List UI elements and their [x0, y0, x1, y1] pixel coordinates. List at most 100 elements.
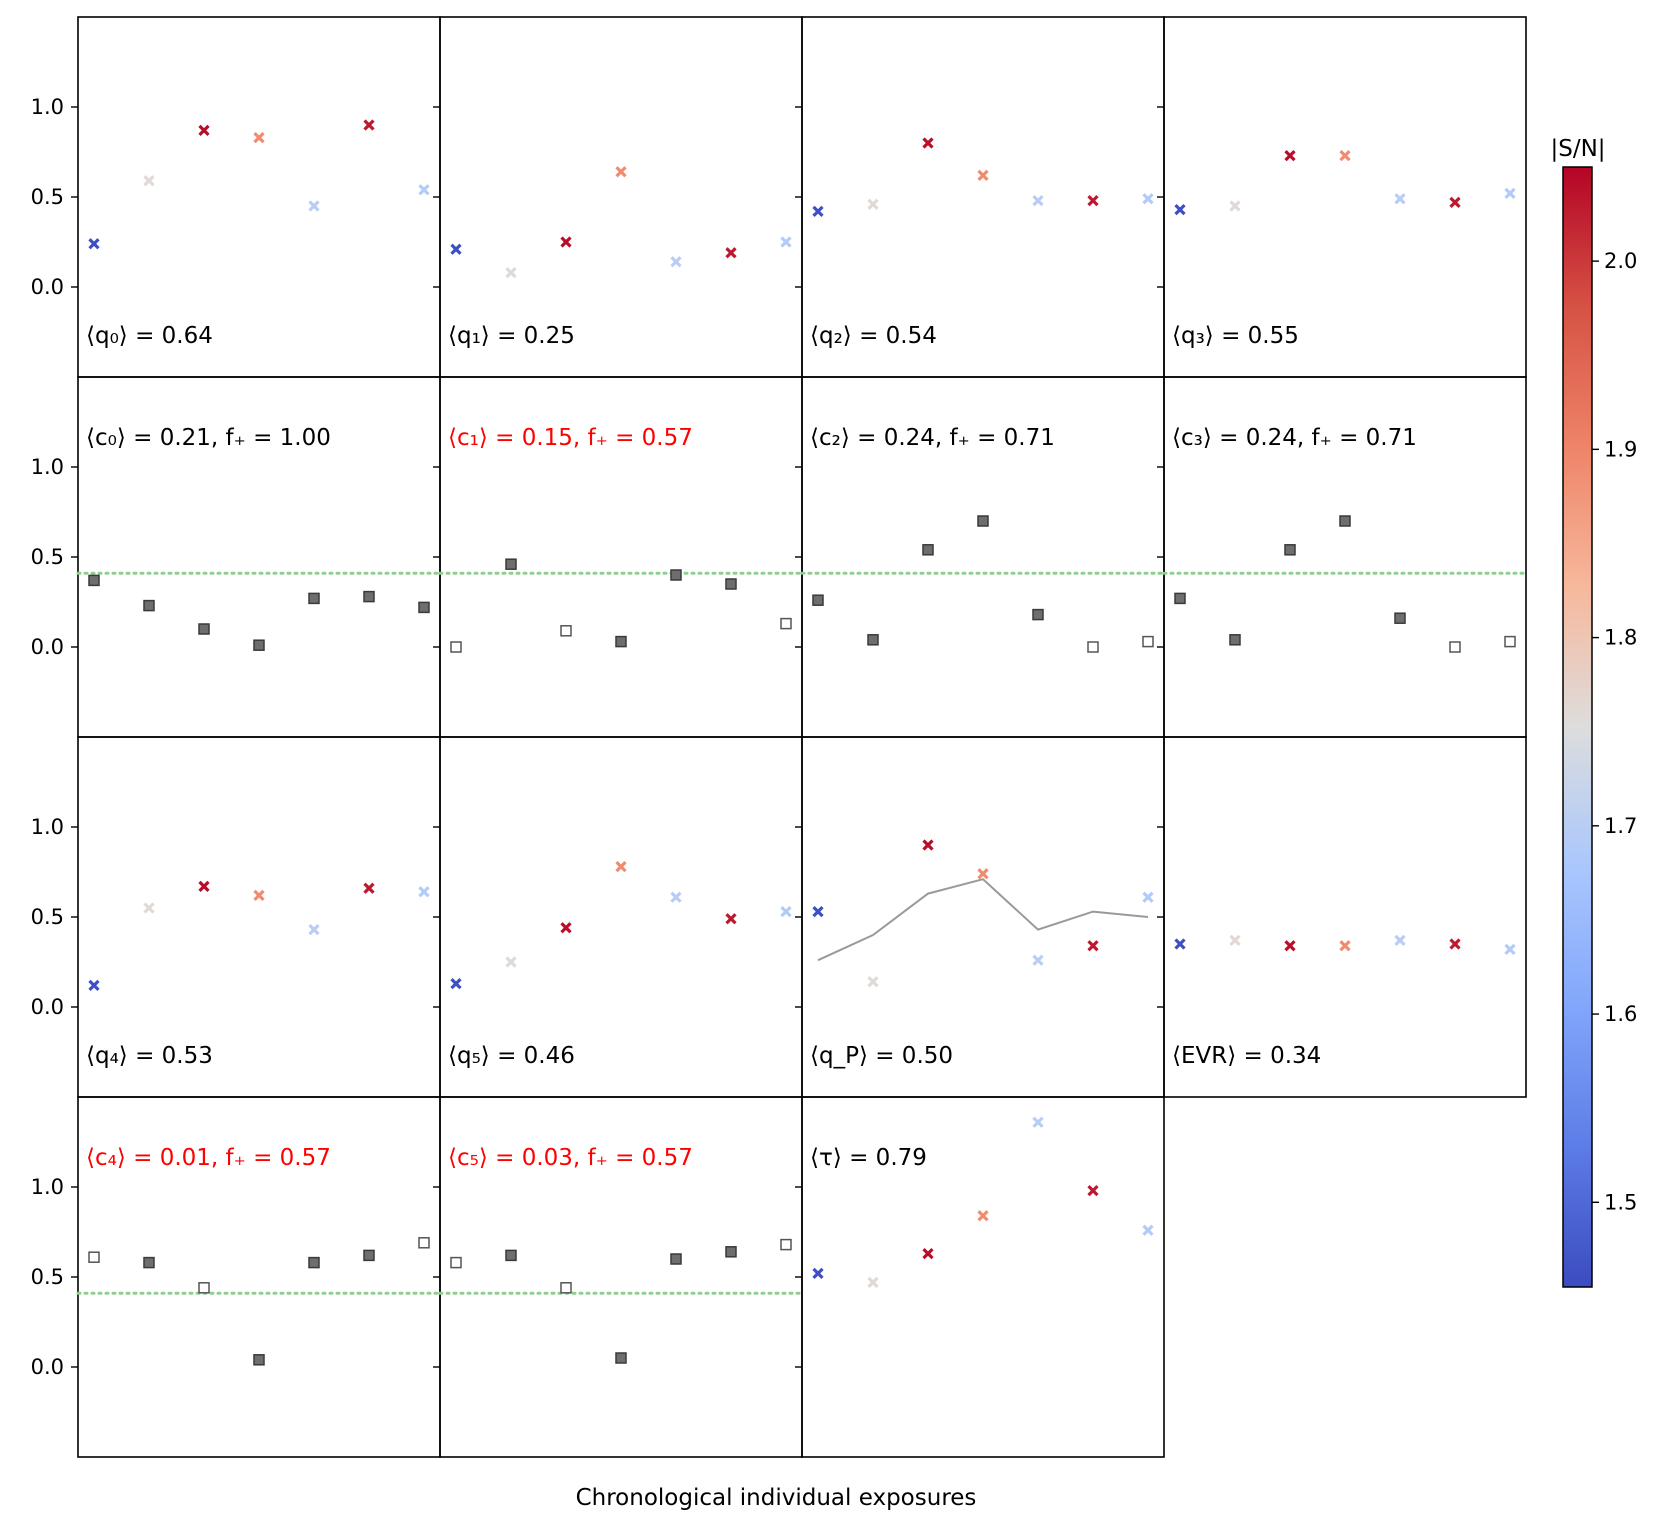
panel-label: ⟨c₁⟩ = 0.15, f₊ = 0.57 — [448, 425, 693, 451]
panel-label: ⟨q₁⟩ = 0.25 — [448, 323, 575, 349]
data-point-cross — [1032, 1116, 1044, 1128]
data-point-cross — [253, 131, 265, 144]
y-tick-label: 0.5 — [31, 545, 64, 569]
data-point-cross — [812, 1267, 824, 1280]
colorbar: |S/N| 1.5 1.6 1.7 1.8 1.9 2.0 — [1550, 136, 1637, 1288]
panel-label: ⟨q_P⟩ = 0.50 — [810, 1043, 953, 1069]
colorbar-tick-label: 1.9 — [1604, 437, 1637, 461]
y-tick-label: 0.5 — [31, 1265, 64, 1289]
data-point-cross — [505, 956, 517, 968]
data-point-square — [780, 617, 792, 630]
data-point-square — [977, 515, 989, 527]
panel-c3: ⟨c₃⟩ = 0.24, f₊ = 0.71 — [1157, 376, 1528, 738]
data-point-square — [922, 544, 934, 556]
colorbar-label: |S/N| — [1550, 136, 1605, 162]
data-point-square — [560, 1282, 572, 1294]
data-point-cross — [1229, 934, 1241, 947]
panel-q3: ⟨q₃⟩ = 0.55 — [1157, 16, 1527, 378]
panel-grid: ⟨q₀⟩ = 0.64 ⟨q₁⟩ = 0.25 ⟨q₂⟩ = 0.54 ⟨q₃⟩ = … — [71, 16, 1528, 1458]
panel-c0: ⟨c₀⟩ = 0.21, f₊ = 1.00 — [71, 376, 442, 738]
x-axis-label: Chronological individual exposures — [576, 1485, 977, 1511]
data-point-cross — [308, 200, 320, 212]
panel-q2: ⟨q₂⟩ = 0.54 — [795, 16, 1165, 378]
data-point-cross — [1174, 938, 1186, 950]
data-point-cross — [1087, 1184, 1099, 1197]
data-point-cross — [615, 166, 627, 178]
data-point-cross — [308, 923, 320, 936]
panel-c5: ⟨c₅⟩ = 0.03, f₊ = 0.57 — [433, 1096, 804, 1458]
data-point-square — [1229, 634, 1241, 646]
y-tick-label: 1.0 — [31, 455, 64, 479]
data-point-cross — [867, 976, 879, 988]
data-point-cross — [725, 913, 737, 925]
data-point-square — [670, 1253, 682, 1265]
panel-label: ⟨q₃⟩ = 0.55 — [1172, 323, 1299, 349]
data-point-cross — [560, 236, 572, 248]
panel-c2: ⟨c₂⟩ = 0.24, f₊ = 0.71 — [795, 376, 1166, 738]
data-point-cross — [363, 882, 375, 894]
data-point-square — [88, 1251, 100, 1263]
data-point-cross — [418, 886, 430, 898]
colorbar-ticks: 1.5 1.6 1.7 1.8 1.9 2.0 — [1592, 249, 1637, 1214]
data-point-square — [1032, 608, 1044, 621]
panel-qP: ⟨q_P⟩ = 0.50 — [795, 736, 1165, 1098]
panel-c1: ⟨c₁⟩ = 0.15, f₊ = 0.57 — [433, 376, 804, 738]
data-point-cross — [1032, 194, 1044, 207]
data-point-cross — [1229, 200, 1241, 212]
data-point-square — [670, 569, 682, 581]
data-point-cross — [780, 236, 792, 248]
panel-label: ⟨c₂⟩ = 0.24, f₊ = 0.71 — [810, 425, 1055, 451]
data-point-cross — [1284, 940, 1296, 952]
data-point-square — [725, 578, 737, 590]
data-point-square — [198, 623, 210, 635]
data-point-square — [780, 1238, 792, 1251]
data-point-cross — [867, 198, 879, 210]
data-point-square — [450, 641, 462, 653]
data-point-square — [253, 639, 265, 651]
panel-q0: ⟨q₀⟩ = 0.64 — [71, 16, 441, 378]
data-point-cross — [143, 902, 155, 914]
data-point-square — [1087, 641, 1099, 653]
data-point-cross — [922, 839, 934, 851]
data-point-cross — [1087, 194, 1099, 207]
data-point-square — [450, 1256, 462, 1269]
data-point-cross — [922, 1247, 934, 1260]
data-point-square — [88, 574, 100, 587]
y-tick-label: 1.0 — [31, 95, 64, 119]
data-point-cross — [450, 243, 462, 255]
data-point-cross — [812, 905, 824, 918]
data-point-cross — [560, 922, 572, 934]
colorbar-gradient — [1562, 166, 1593, 1288]
data-point-square — [1142, 635, 1154, 648]
data-point-cross — [418, 184, 430, 196]
panel-label: ⟨c₄⟩ = 0.01, f₊ = 0.57 — [86, 1145, 331, 1171]
data-point-square — [505, 1249, 517, 1262]
data-point-cross — [1032, 954, 1044, 966]
data-point-cross — [363, 119, 375, 131]
data-point-square — [143, 599, 155, 612]
panel-q4: ⟨q₄⟩ = 0.53 — [71, 736, 441, 1098]
data-point-cross — [1339, 940, 1351, 952]
data-point-cross — [1504, 187, 1516, 200]
panel-label: ⟨c₅⟩ = 0.03, f₊ = 0.57 — [448, 1145, 693, 1171]
data-point-cross — [977, 169, 989, 182]
data-point-square — [812, 594, 824, 606]
data-point-cross — [143, 175, 155, 187]
panel-label: ⟨c₀⟩ = 0.21, f₊ = 1.00 — [86, 425, 331, 451]
colorbar-tick-label: 1.6 — [1604, 1002, 1637, 1026]
data-point-cross — [505, 266, 517, 279]
y-tick-label: 0.5 — [31, 185, 64, 209]
data-point-square — [867, 634, 879, 646]
data-point-cross — [1087, 940, 1099, 952]
data-point-square — [363, 590, 375, 603]
y-tick-label: 0.5 — [31, 905, 64, 929]
mean-line — [817, 878, 1149, 962]
data-point-square — [1394, 612, 1406, 624]
data-point-square — [1339, 515, 1351, 527]
data-point-square — [615, 635, 627, 648]
data-point-square — [505, 558, 517, 570]
data-point-cross — [977, 1210, 989, 1222]
panel-label: ⟨q₄⟩ = 0.53 — [86, 1043, 213, 1069]
data-point-square — [418, 1237, 430, 1249]
data-point-cross — [670, 256, 682, 268]
